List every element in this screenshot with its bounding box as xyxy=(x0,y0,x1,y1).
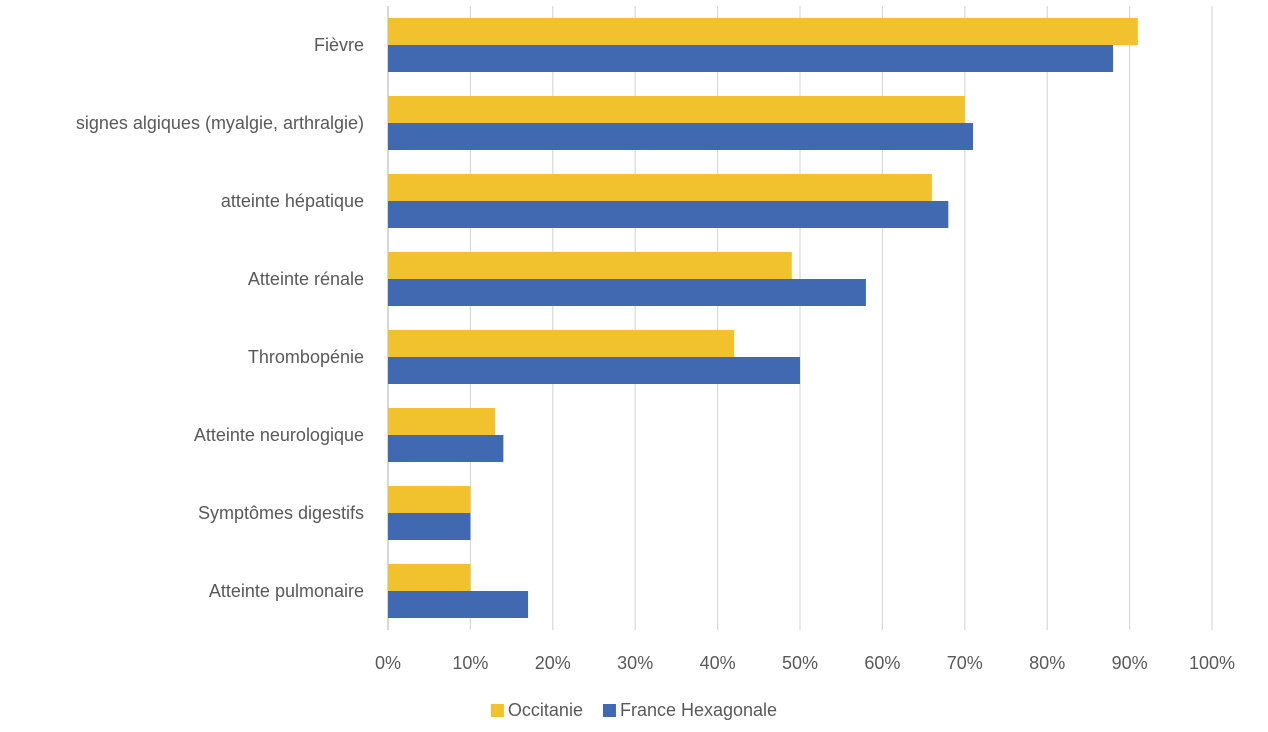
x-tick-label: 60% xyxy=(864,653,900,673)
category-label: Atteinte pulmonaire xyxy=(209,581,364,601)
bar-series1 xyxy=(388,330,735,357)
legend-item: France Hexagonale xyxy=(602,700,777,720)
bar-series2 xyxy=(388,435,504,462)
bar-series1 xyxy=(388,408,496,435)
category-labels: Fièvre signes algiques (myalgie, arthralg… xyxy=(76,35,364,601)
bar-series2 xyxy=(388,591,529,618)
bar-series2 xyxy=(388,357,800,384)
x-axis-tick-labels: 0% 10% 20% 30% 40% 50% 60% 70% 80% 90% 100% xyxy=(375,653,1235,673)
bar-series1 xyxy=(388,564,471,591)
bar-series2 xyxy=(388,201,949,228)
x-tick-label: 70% xyxy=(947,653,983,673)
legend: Occitanie France Hexagonale xyxy=(490,700,777,720)
bars xyxy=(388,18,1138,618)
x-tick-label: 30% xyxy=(617,653,653,673)
x-tick-label: 40% xyxy=(700,653,736,673)
bar-series2 xyxy=(388,513,471,540)
x-tick-label: 50% xyxy=(782,653,818,673)
legend-label: France Hexagonale xyxy=(620,700,777,720)
x-tick-label: 20% xyxy=(535,653,571,673)
bar-series1 xyxy=(388,486,471,513)
legend-item: Occitanie xyxy=(490,700,583,720)
x-tick-label: 10% xyxy=(452,653,488,673)
legend-swatch xyxy=(602,704,616,717)
bar-series1 xyxy=(388,252,792,279)
bar-series1 xyxy=(388,96,965,123)
bar-series1 xyxy=(388,18,1138,45)
x-tick-label: 100% xyxy=(1189,653,1235,673)
category-label: Fièvre xyxy=(314,35,364,55)
category-label: Atteinte neurologique xyxy=(194,425,364,445)
x-tick-label: 80% xyxy=(1029,653,1065,673)
category-label: Symptômes digestifs xyxy=(198,503,364,523)
x-tick-label: 0% xyxy=(375,653,401,673)
x-tick-label: 90% xyxy=(1112,653,1148,673)
bar-series2 xyxy=(388,123,974,150)
category-label: Atteinte rénale xyxy=(248,269,364,289)
bar-series2 xyxy=(388,45,1114,72)
bar-series1 xyxy=(388,174,932,201)
bar-series2 xyxy=(388,279,866,306)
category-label: Thrombopénie xyxy=(248,347,364,367)
legend-swatch xyxy=(490,704,504,717)
category-label: atteinte hépatique xyxy=(221,191,364,211)
legend-label: Occitanie xyxy=(508,700,583,720)
category-label: signes algiques (myalgie, arthralgie) xyxy=(76,113,364,133)
